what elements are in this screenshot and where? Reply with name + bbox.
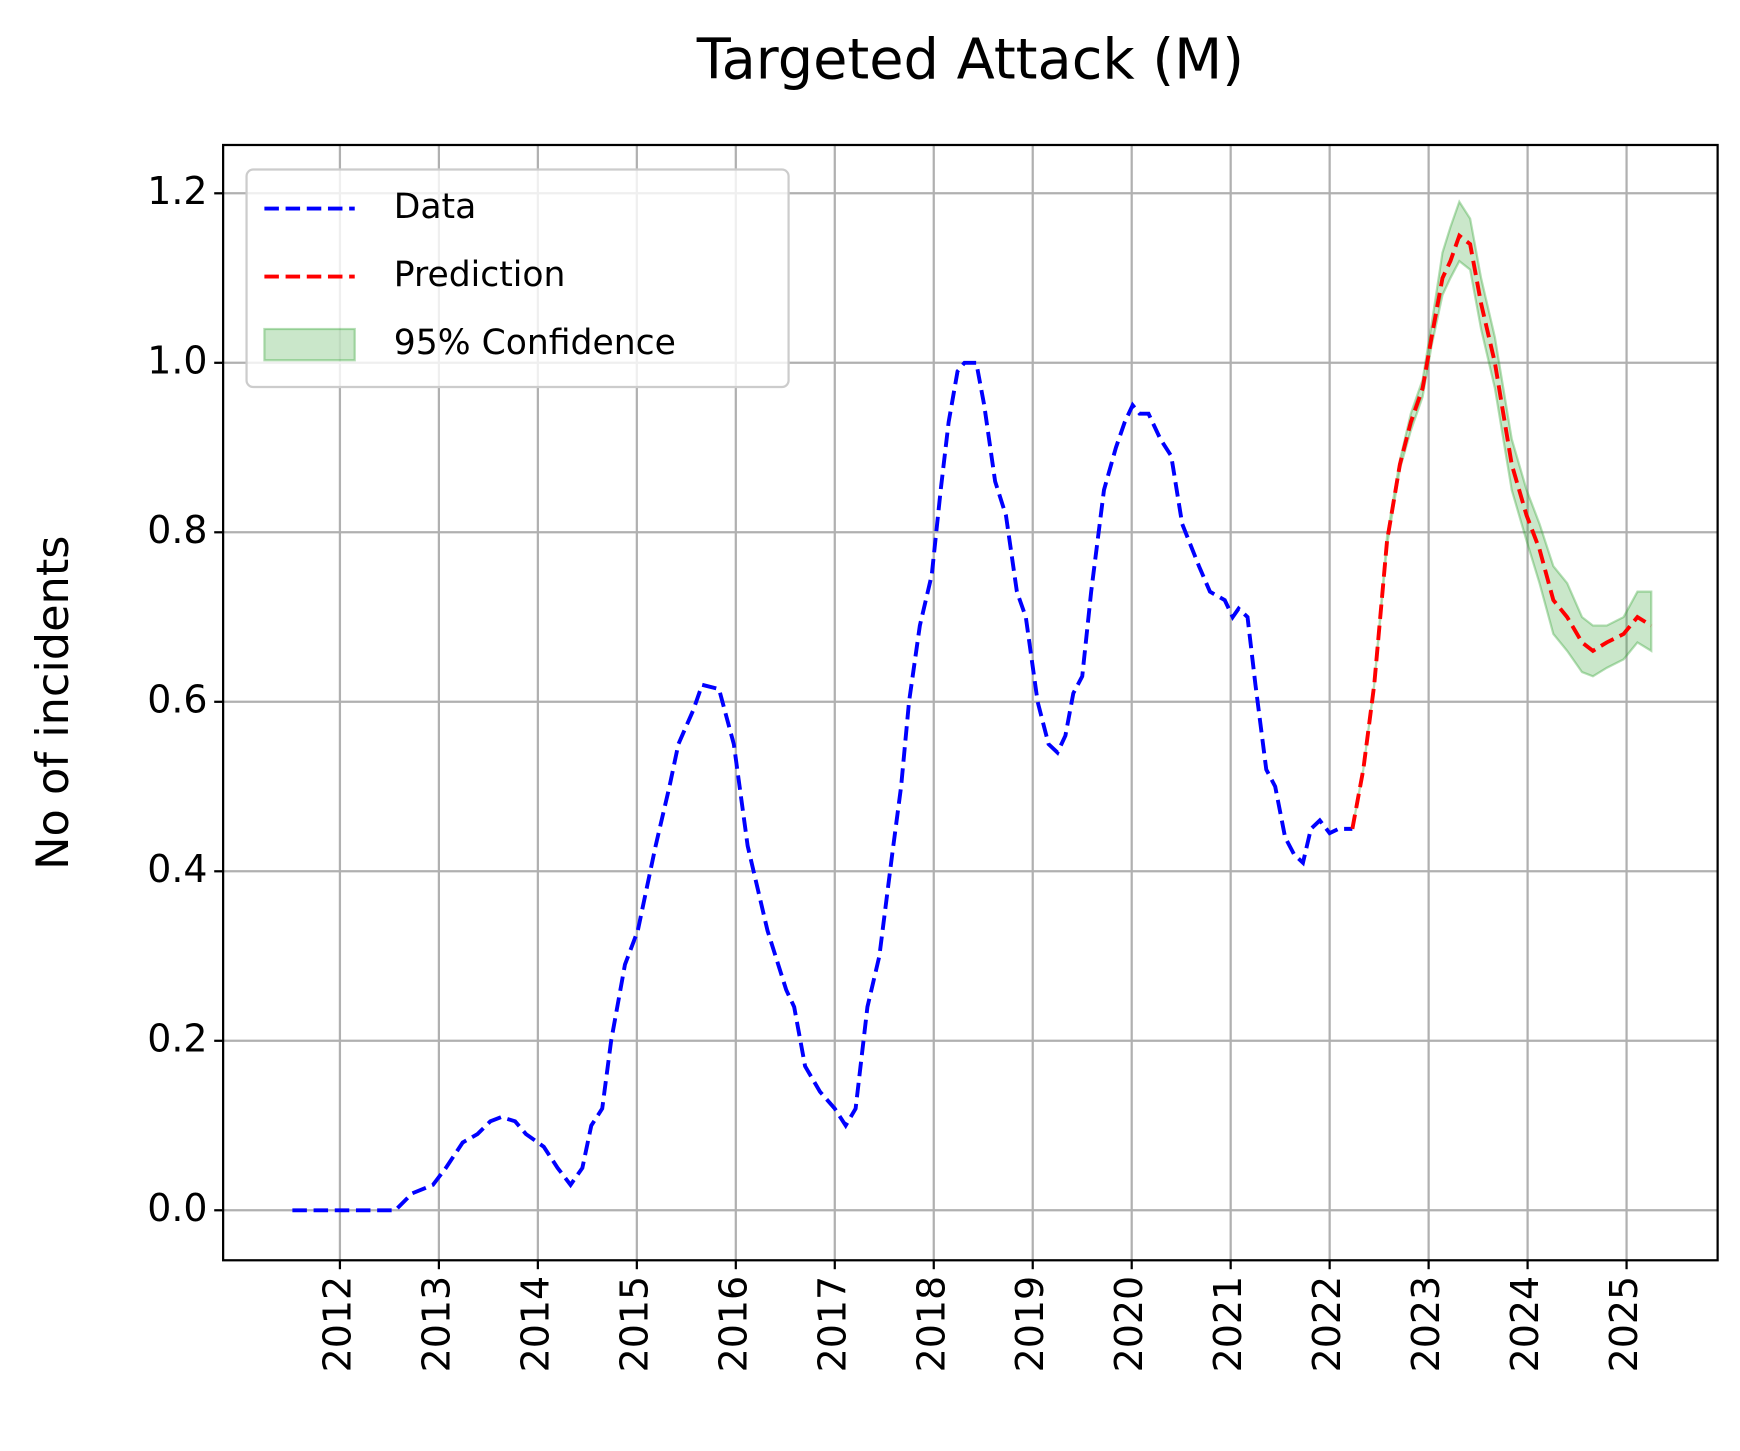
x-tick-label: 2016 [711, 1276, 755, 1372]
x-tick-label: 2025 [1602, 1276, 1646, 1372]
x-tick-label: 2017 [810, 1276, 854, 1372]
x-tick-label: 2015 [612, 1276, 656, 1372]
y-tick-label: 0.4 [147, 847, 207, 891]
legend-swatch [263, 327, 356, 362]
data-line [1350, 232, 1653, 830]
x-tick-label: 2020 [1107, 1276, 1151, 1372]
y-tick-label: 0.2 [147, 1016, 207, 1060]
legend-label: Data [394, 187, 477, 227]
x-tick-label: 2012 [315, 1276, 359, 1372]
y-tick-label: 1.2 [147, 169, 207, 213]
legend-box [245, 168, 790, 389]
legend-label: Prediction [394, 255, 566, 295]
x-tick-label: 2019 [1008, 1276, 1052, 1372]
x-tick-label: 2018 [909, 1276, 953, 1372]
x-tick-label: 2013 [414, 1276, 458, 1372]
x-tick-label: 2023 [1404, 1276, 1448, 1372]
data-line [292, 360, 1353, 1213]
y-tick-label: 1.0 [147, 338, 207, 382]
y-tick-label: 0.6 [147, 677, 207, 721]
legend-label: 95% Confidence [394, 323, 676, 363]
y-tick-label: 0.8 [147, 508, 207, 552]
y-tick-label: 0.0 [147, 1186, 207, 1230]
chart-title: Targeted Attack (M) [696, 28, 1244, 93]
y-axis-label: No of incidents [27, 535, 79, 869]
plot-frame [222, 143, 1719, 1262]
x-tick-label: 2021 [1206, 1276, 1250, 1372]
x-tick-label: 2022 [1305, 1276, 1349, 1372]
legend: Data Prediction 95% Confidence [245, 168, 790, 389]
x-tick-label: 2014 [513, 1276, 557, 1372]
x-tick-label: 2024 [1503, 1276, 1547, 1372]
